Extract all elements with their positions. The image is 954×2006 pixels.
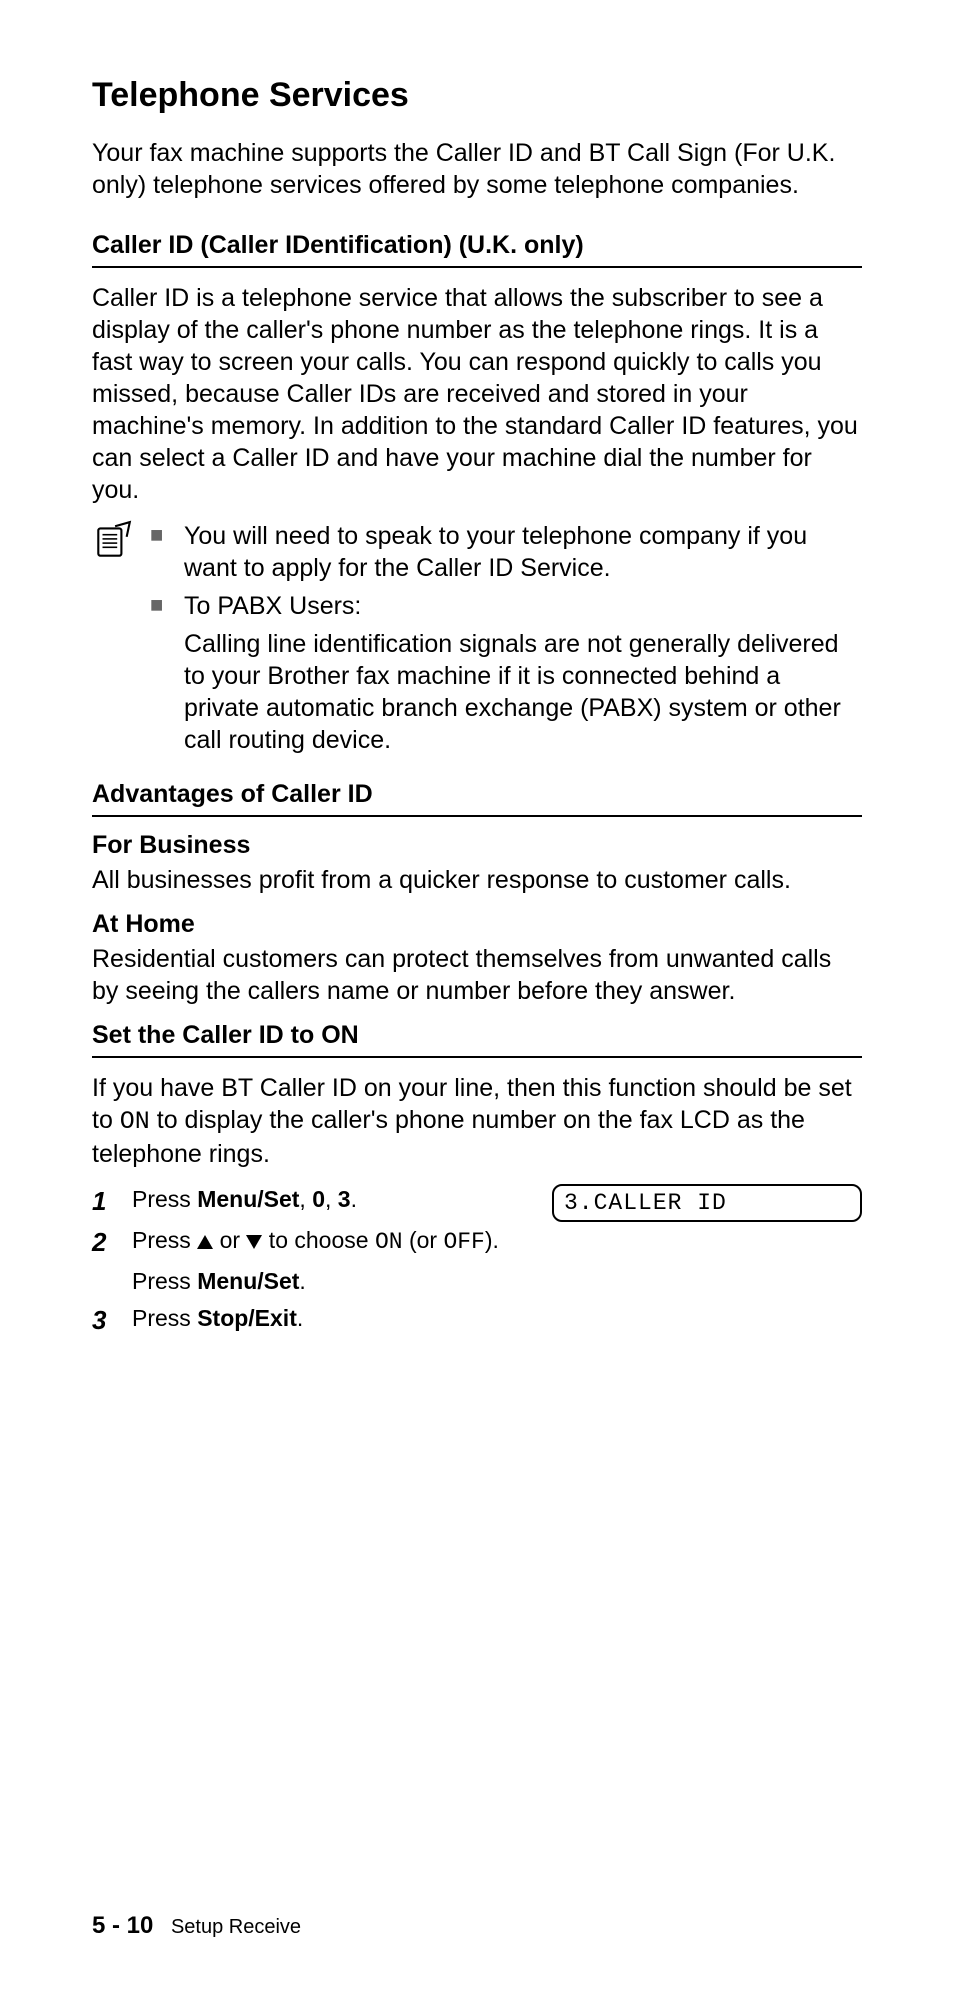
step-1-m2: ,	[325, 1186, 338, 1212]
section-heading-set-on: Set the Caller ID to ON	[92, 1021, 862, 1058]
step-3-end: .	[297, 1305, 303, 1331]
page-footer: 5 - 10 Setup Receive	[92, 1912, 301, 1940]
step-2-sub-pre: Press	[132, 1268, 197, 1294]
business-text: All businesses profit from a quicker res…	[92, 864, 862, 896]
step-number: 3	[92, 1303, 132, 1338]
set-on-intro-post: to display the caller's phone number on …	[92, 1106, 805, 1168]
down-arrow-icon	[246, 1235, 262, 1249]
step-2-pre: Press	[132, 1227, 197, 1253]
step-1-b2: 0	[312, 1186, 325, 1212]
bullet-icon: ■	[150, 590, 184, 622]
page-number: 5 - 10	[92, 1912, 153, 1939]
page-title: Telephone Services	[92, 76, 862, 115]
section-heading-caller-id: Caller ID (Caller IDentification) (U.K. …	[92, 231, 862, 268]
step-2-sub: Press Menu/Set.	[132, 1266, 528, 1297]
note-2-lead: To PABX Users:	[184, 590, 862, 622]
step-2-p3: ).	[485, 1227, 499, 1253]
note-1-text: You will need to speak to your telephone…	[184, 520, 862, 584]
step-2-sub-end: .	[299, 1268, 305, 1294]
step-2-mid: or	[213, 1227, 246, 1253]
step-2-sub-b: Menu/Set	[197, 1268, 299, 1294]
intro-text: Your fax machine supports the Caller ID …	[92, 137, 862, 201]
set-on-intro: If you have BT Caller ID on your line, t…	[92, 1072, 862, 1170]
lcd-display: 3.CALLER ID	[552, 1184, 862, 1222]
step-3-b1: Stop/Exit	[197, 1305, 297, 1331]
subheading-business: For Business	[92, 831, 862, 860]
step-1-end: .	[351, 1186, 357, 1212]
caller-id-body: Caller ID is a telephone service that al…	[92, 282, 862, 506]
step-1: 1 Press Menu/Set, 0, 3.	[92, 1184, 528, 1219]
note-block: ■ You will need to speak to your telepho…	[92, 520, 862, 762]
step-3: 3 Press Stop/Exit.	[92, 1303, 528, 1338]
step-2-mono1: ON	[375, 1229, 403, 1255]
section-heading-advantages: Advantages of Caller ID	[92, 780, 862, 817]
step-2-p2: (or	[403, 1227, 444, 1253]
step-1-b3: 3	[338, 1186, 351, 1212]
step-1-pre: Press	[132, 1186, 197, 1212]
step-1-b1: Menu/Set	[197, 1186, 299, 1212]
bullet-icon: ■	[150, 520, 184, 584]
footer-section: Setup Receive	[171, 1916, 301, 1938]
step-number: 2	[92, 1225, 132, 1260]
step-number: 1	[92, 1184, 132, 1219]
subheading-home: At Home	[92, 910, 862, 939]
step-2: 2 Press or to choose ON (or OFF).	[92, 1225, 528, 1260]
set-on-intro-mono: ON	[120, 1107, 150, 1136]
home-text: Residential customers can protect themse…	[92, 943, 862, 1007]
step-2-mono2: OFF	[443, 1229, 484, 1255]
step-1-m1: ,	[299, 1186, 312, 1212]
up-arrow-icon	[197, 1235, 213, 1249]
step-2-p1: to choose	[262, 1227, 375, 1253]
step-3-pre: Press	[132, 1305, 197, 1331]
note-2-body: Calling line identification signals are …	[184, 628, 862, 756]
note-icon	[92, 520, 134, 562]
